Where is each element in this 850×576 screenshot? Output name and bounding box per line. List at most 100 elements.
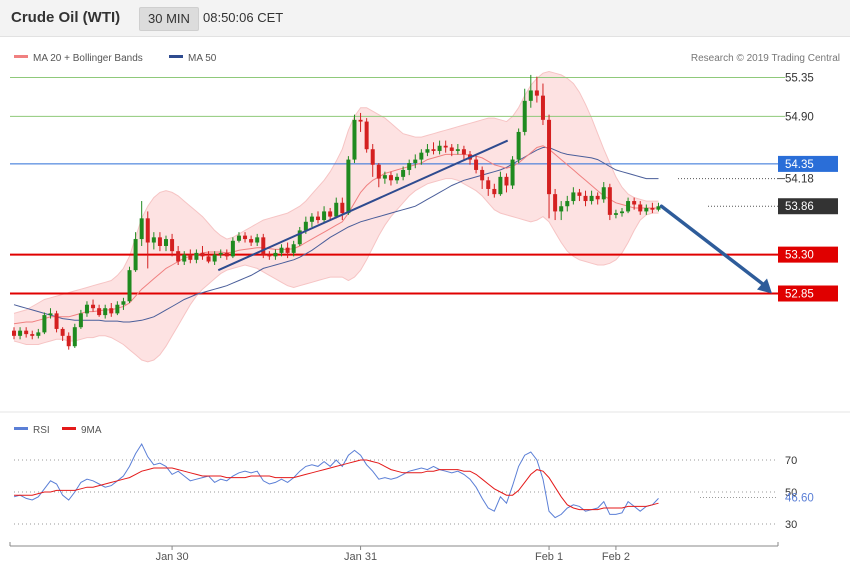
price-tag-label-3: 54.18 [785, 174, 814, 186]
candle-101 [626, 197, 631, 214]
candle-body [644, 207, 649, 212]
candle-25 [164, 235, 168, 252]
candle-body [437, 145, 442, 151]
candle-68 [425, 144, 430, 157]
instrument-title: Crude Oil (WTI) [11, 9, 121, 26]
candle-99 [613, 209, 618, 219]
candle-5 [42, 312, 47, 335]
x-tick-label-2: Feb 1 [535, 551, 563, 563]
candle-4 [36, 328, 41, 339]
candle-41 [261, 233, 266, 259]
candle-66 [413, 154, 418, 169]
timeframe-button[interactable]: 30 MIN [139, 7, 199, 31]
candle-body [577, 192, 582, 196]
candle-body [352, 119, 357, 160]
candle-37 [236, 232, 241, 243]
candle-body [334, 202, 339, 217]
candle-body [267, 254, 272, 257]
price-tag-bg-4 [778, 198, 838, 215]
candle-21 [139, 201, 144, 246]
candle-22 [145, 211, 150, 269]
candle-23 [151, 232, 156, 250]
candle-body [48, 313, 53, 316]
candle-3 [30, 330, 35, 340]
candle-64 [401, 166, 406, 181]
candle-body [109, 308, 114, 314]
forecast-arrow-shaft [659, 204, 768, 289]
support-trendline [217, 139, 509, 272]
rsi-current-label: 46.60 [785, 492, 814, 504]
candle-83 [516, 128, 521, 164]
rsi-tick-label-1: 50 [785, 487, 797, 499]
ma50-legend-swatch [169, 55, 183, 58]
candle-31 [200, 245, 205, 260]
candle-9 [66, 332, 71, 350]
candle-30 [194, 249, 199, 264]
candle-104 [644, 204, 649, 215]
candle-84 [522, 88, 527, 136]
candle-body [230, 240, 235, 257]
candle-97 [601, 182, 606, 203]
candle-body [620, 211, 624, 214]
candle-body [449, 147, 454, 151]
candle-body [157, 237, 162, 246]
candle-body [601, 187, 606, 200]
candle-body [559, 206, 564, 212]
candle-39 [249, 235, 254, 246]
candle-36 [230, 237, 235, 259]
timestamp: 08:50:06 CET [203, 10, 284, 25]
candle-body [413, 159, 418, 164]
candle-54 [340, 197, 345, 221]
candle-body [480, 169, 485, 181]
candle-body [626, 201, 631, 212]
candle-body [309, 216, 314, 222]
candle-body [24, 330, 29, 335]
candle-body [133, 239, 138, 271]
candle-body [279, 247, 284, 253]
candle-body [382, 175, 387, 179]
rsi-legend: RSI 9MA [14, 425, 102, 436]
ma50-legend-label: MA 50 [188, 53, 217, 64]
candle-95 [589, 190, 594, 205]
candle-57 [358, 112, 363, 132]
candle-94 [583, 190, 588, 207]
candle-body [370, 149, 375, 165]
x-tick-label-3: Feb 2 [602, 551, 630, 563]
candle-body [182, 254, 187, 262]
candle-body [103, 308, 108, 316]
candle-18 [121, 297, 126, 310]
candle-40 [255, 233, 260, 246]
candle-79 [492, 183, 497, 198]
candle-body [170, 239, 175, 252]
rsi-tick-label-2: 30 [785, 519, 797, 531]
candle-42 [267, 251, 272, 260]
price-tag-label-2: 54.35 [785, 159, 814, 171]
candle-body [516, 131, 521, 160]
candle-body [127, 270, 132, 302]
candle-body [364, 121, 369, 150]
candle-body [249, 239, 254, 243]
candle-body [431, 149, 436, 151]
candle-2 [24, 327, 29, 338]
rsi-ma-legend-label: 9MA [81, 425, 102, 436]
candle-92 [571, 187, 576, 205]
candle-17 [115, 301, 120, 316]
candle-body [200, 252, 205, 257]
candle-71 [443, 140, 448, 153]
candle-77 [480, 166, 485, 189]
candle-26 [170, 233, 175, 257]
candle-body [613, 213, 618, 215]
chart-header: Crude Oil (WTI) 30 MIN 08:50:06 CET [0, 0, 850, 37]
candle-34 [218, 249, 223, 259]
candle-body [553, 194, 558, 212]
candle-body [565, 201, 570, 207]
candle-28 [182, 251, 187, 265]
price-tag-bg-5 [778, 246, 838, 263]
candle-6 [48, 308, 53, 319]
candle-86 [534, 76, 539, 103]
candle-body [504, 176, 509, 186]
candle-body [12, 330, 16, 336]
x-tick-label-1: Jan 31 [344, 551, 377, 563]
candle-body [72, 327, 77, 347]
candle-body [522, 100, 527, 132]
